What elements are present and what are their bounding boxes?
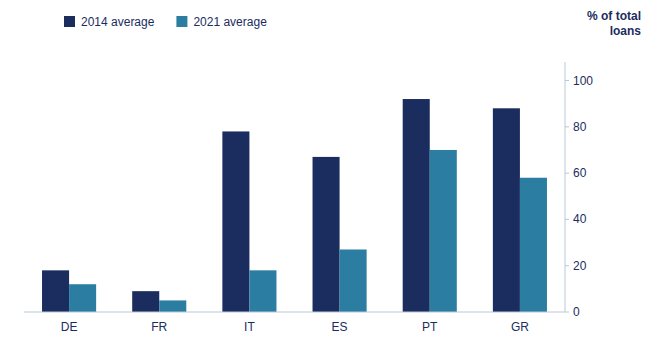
y-tick-label: 60 <box>573 166 587 180</box>
chart-container: 0 20 40 60 80 100 DE FR IT ES PT GR % of totalloans 2… <box>0 0 649 354</box>
legend: 2014 average 2021 average <box>64 15 267 29</box>
bar <box>340 250 367 313</box>
x-tick-label: DE <box>61 320 78 334</box>
y-axis-label: loans <box>610 24 642 38</box>
y-tick <box>565 173 569 174</box>
x-tick-label: IT <box>244 320 255 334</box>
legend-swatch <box>176 16 187 27</box>
bar <box>159 300 186 312</box>
bar <box>403 99 430 312</box>
bar <box>493 108 520 312</box>
y-tick <box>565 312 569 313</box>
chart: 0 20 40 60 80 100 DE FR IT ES PT GR % of totalloans 2… <box>0 0 649 354</box>
y-tick-label: 20 <box>573 259 587 273</box>
bar <box>313 157 340 312</box>
legend-label: 2021 average <box>193 15 267 29</box>
y-tick-label: 80 <box>573 120 587 134</box>
bar <box>222 131 249 312</box>
y-tick <box>565 265 569 266</box>
y-tick <box>565 80 569 81</box>
x-axis-line <box>24 311 565 312</box>
legend-label: 2014 average <box>81 15 155 29</box>
bar <box>430 150 457 312</box>
bars <box>42 99 547 312</box>
y-tick-label: 0 <box>573 305 580 319</box>
bar <box>520 178 547 312</box>
legend-swatch <box>64 16 75 27</box>
y-tick <box>565 126 569 127</box>
bar <box>249 270 276 312</box>
y-tick-label: 100 <box>573 74 593 88</box>
y-tick <box>565 219 569 220</box>
x-tick-label: PT <box>422 320 438 334</box>
x-tick-label: ES <box>332 320 348 334</box>
bar <box>42 270 69 312</box>
y-tick-label: 40 <box>573 212 587 226</box>
x-tick-label: GR <box>511 320 529 334</box>
bar <box>69 284 96 312</box>
x-tick-label: FR <box>151 320 167 334</box>
y-axis-line <box>565 62 566 312</box>
bar <box>132 291 159 312</box>
y-axis-label: % of total <box>587 9 641 23</box>
